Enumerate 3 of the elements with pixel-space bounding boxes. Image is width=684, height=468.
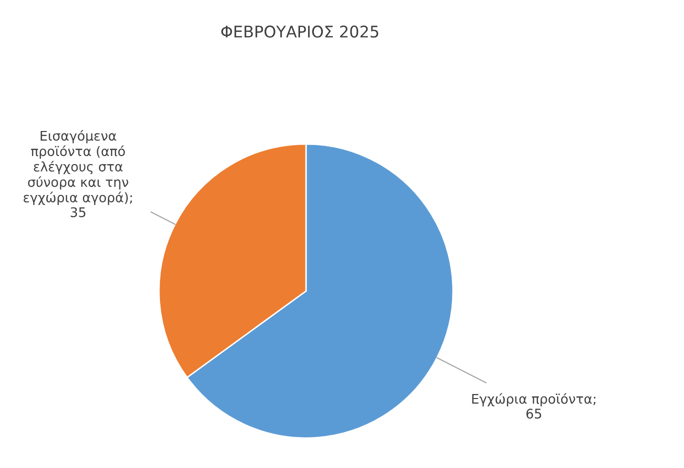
chart-title: ΦΕΒΡΟΥΑΡΙΟΣ 2025 [221,26,378,38]
slice-label: Εισαγόμενα προϊόντα (από ελέγχους στα σύνορα και την εγχώρια αγορά); 35 [24,130,132,218]
slice-label: Εγχώρια προϊόντα; 65 [472,393,596,419]
